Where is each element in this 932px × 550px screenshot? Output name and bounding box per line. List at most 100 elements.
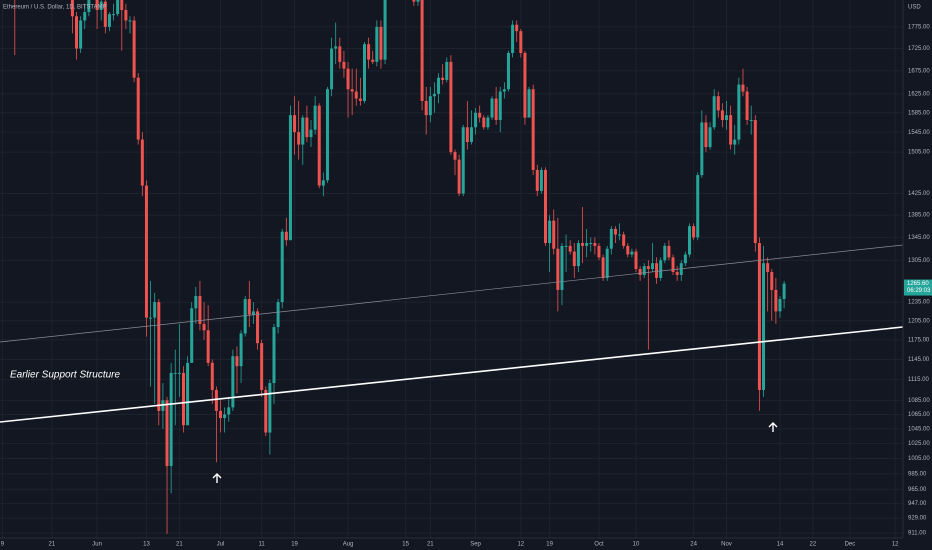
- candle-body: [256, 311, 260, 344]
- arrow: [212, 473, 222, 483]
- candle-body: [186, 362, 190, 426]
- candle-body: [778, 299, 782, 312]
- x-tick-label: 19: [291, 542, 298, 548]
- y-tick-label: 1625.00: [908, 91, 930, 97]
- y-tick-label: 1305.00: [908, 258, 930, 264]
- candle-body: [638, 269, 642, 275]
- candle-body: [432, 93, 436, 97]
- candle-body: [83, 12, 87, 21]
- candle-body: [284, 231, 288, 241]
- candle-body: [202, 323, 206, 331]
- y-tick-label: 1235.00: [908, 300, 930, 306]
- candle-body: [457, 159, 461, 194]
- x-tick-label: 19: [546, 542, 553, 548]
- candle-body: [321, 180, 325, 186]
- x-tick-label: Aug: [343, 542, 354, 548]
- candle-body: [667, 245, 671, 258]
- candle-body: [544, 169, 548, 244]
- candle-body: [671, 257, 675, 272]
- candle-body: [165, 400, 169, 467]
- candle-body: [626, 245, 630, 255]
- candle-body: [354, 91, 358, 99]
- candle-body: [210, 362, 214, 390]
- y-tick-label: 1005.00: [908, 456, 930, 462]
- candle-body: [474, 112, 478, 128]
- trendlines: [0, 244, 903, 423]
- candle-body: [416, 0, 420, 2]
- x-tick-label: Sep: [470, 542, 481, 548]
- candle-body: [198, 295, 202, 324]
- candle-body: [420, 0, 424, 101]
- candle-body: [593, 243, 597, 246]
- candle-body: [490, 98, 494, 118]
- annotation: Earlier Support Structure: [10, 370, 120, 381]
- candle-body: [268, 383, 272, 433]
- candle-body: [655, 263, 659, 278]
- candle-body: [214, 389, 218, 411]
- candle-body: [675, 271, 679, 275]
- candle-body: [478, 112, 482, 118]
- candle-body: [79, 20, 83, 49]
- candle-body: [264, 389, 268, 433]
- candle-body: [313, 105, 317, 130]
- candle-body: [107, 14, 111, 27]
- y-tick-label: 1545.00: [908, 130, 930, 136]
- candle-body: [276, 302, 280, 328]
- candle-body: [708, 127, 712, 148]
- candle-body: [169, 372, 173, 467]
- x-tick-label: 14: [777, 542, 784, 548]
- candle-body: [437, 77, 441, 94]
- y-tick-label: 1045.00: [908, 426, 930, 432]
- candle-body: [770, 271, 774, 290]
- x-tick-label: 11: [259, 542, 266, 548]
- candle-body: [346, 68, 350, 90]
- candle-body: [613, 228, 617, 235]
- x-tick-label: 12: [517, 542, 524, 548]
- candle-body: [136, 77, 140, 140]
- candle-body: [317, 105, 321, 186]
- candle-body: [173, 372, 177, 374]
- y-tick-label: 947.00: [908, 501, 927, 507]
- candle-body: [502, 89, 506, 92]
- candle-body: [449, 61, 453, 153]
- candle-body: [531, 89, 535, 170]
- candle-body: [469, 127, 473, 143]
- candle-body: [251, 311, 255, 315]
- candle-body: [297, 132, 301, 145]
- y-tick-label: 911.00: [908, 531, 927, 537]
- candle-body: [552, 220, 556, 249]
- candle-body: [280, 231, 284, 303]
- candle-body: [149, 317, 153, 319]
- candle-body: [511, 24, 515, 53]
- candle-body: [206, 330, 210, 363]
- candle-body: [301, 117, 305, 145]
- candle-body: [560, 245, 564, 290]
- upper-trendline: [0, 244, 903, 343]
- candle-body: [330, 48, 334, 90]
- candle-body: [482, 117, 486, 128]
- candle-body: [342, 61, 346, 69]
- candle-body: [618, 234, 622, 236]
- candle-body: [642, 266, 646, 275]
- candle-body: [741, 84, 745, 92]
- candle-body: [523, 52, 527, 118]
- candle-body: [757, 243, 761, 390]
- y-tick-label: 1505.00: [908, 150, 930, 156]
- y-tick-label: 1065.00: [908, 412, 930, 418]
- candle-body: [766, 263, 770, 272]
- candle-body: [219, 410, 223, 419]
- candle-body: [453, 152, 457, 160]
- candle-body: [634, 251, 638, 270]
- axes: 1775.00 1725.00 1675.00 1625.00 1585.00 1545.…: [1, 24, 932, 548]
- candle-body: [293, 115, 297, 133]
- candle-body: [622, 234, 626, 246]
- candle-body: [325, 89, 329, 181]
- candle-body: [486, 117, 490, 128]
- x-tick-label: Oct: [594, 542, 604, 548]
- candle-body: [609, 228, 613, 249]
- candle-body: [692, 226, 696, 238]
- candle-body: [753, 119, 757, 244]
- candle-body: [75, 16, 79, 49]
- y-tick-label: 1725.00: [908, 46, 930, 52]
